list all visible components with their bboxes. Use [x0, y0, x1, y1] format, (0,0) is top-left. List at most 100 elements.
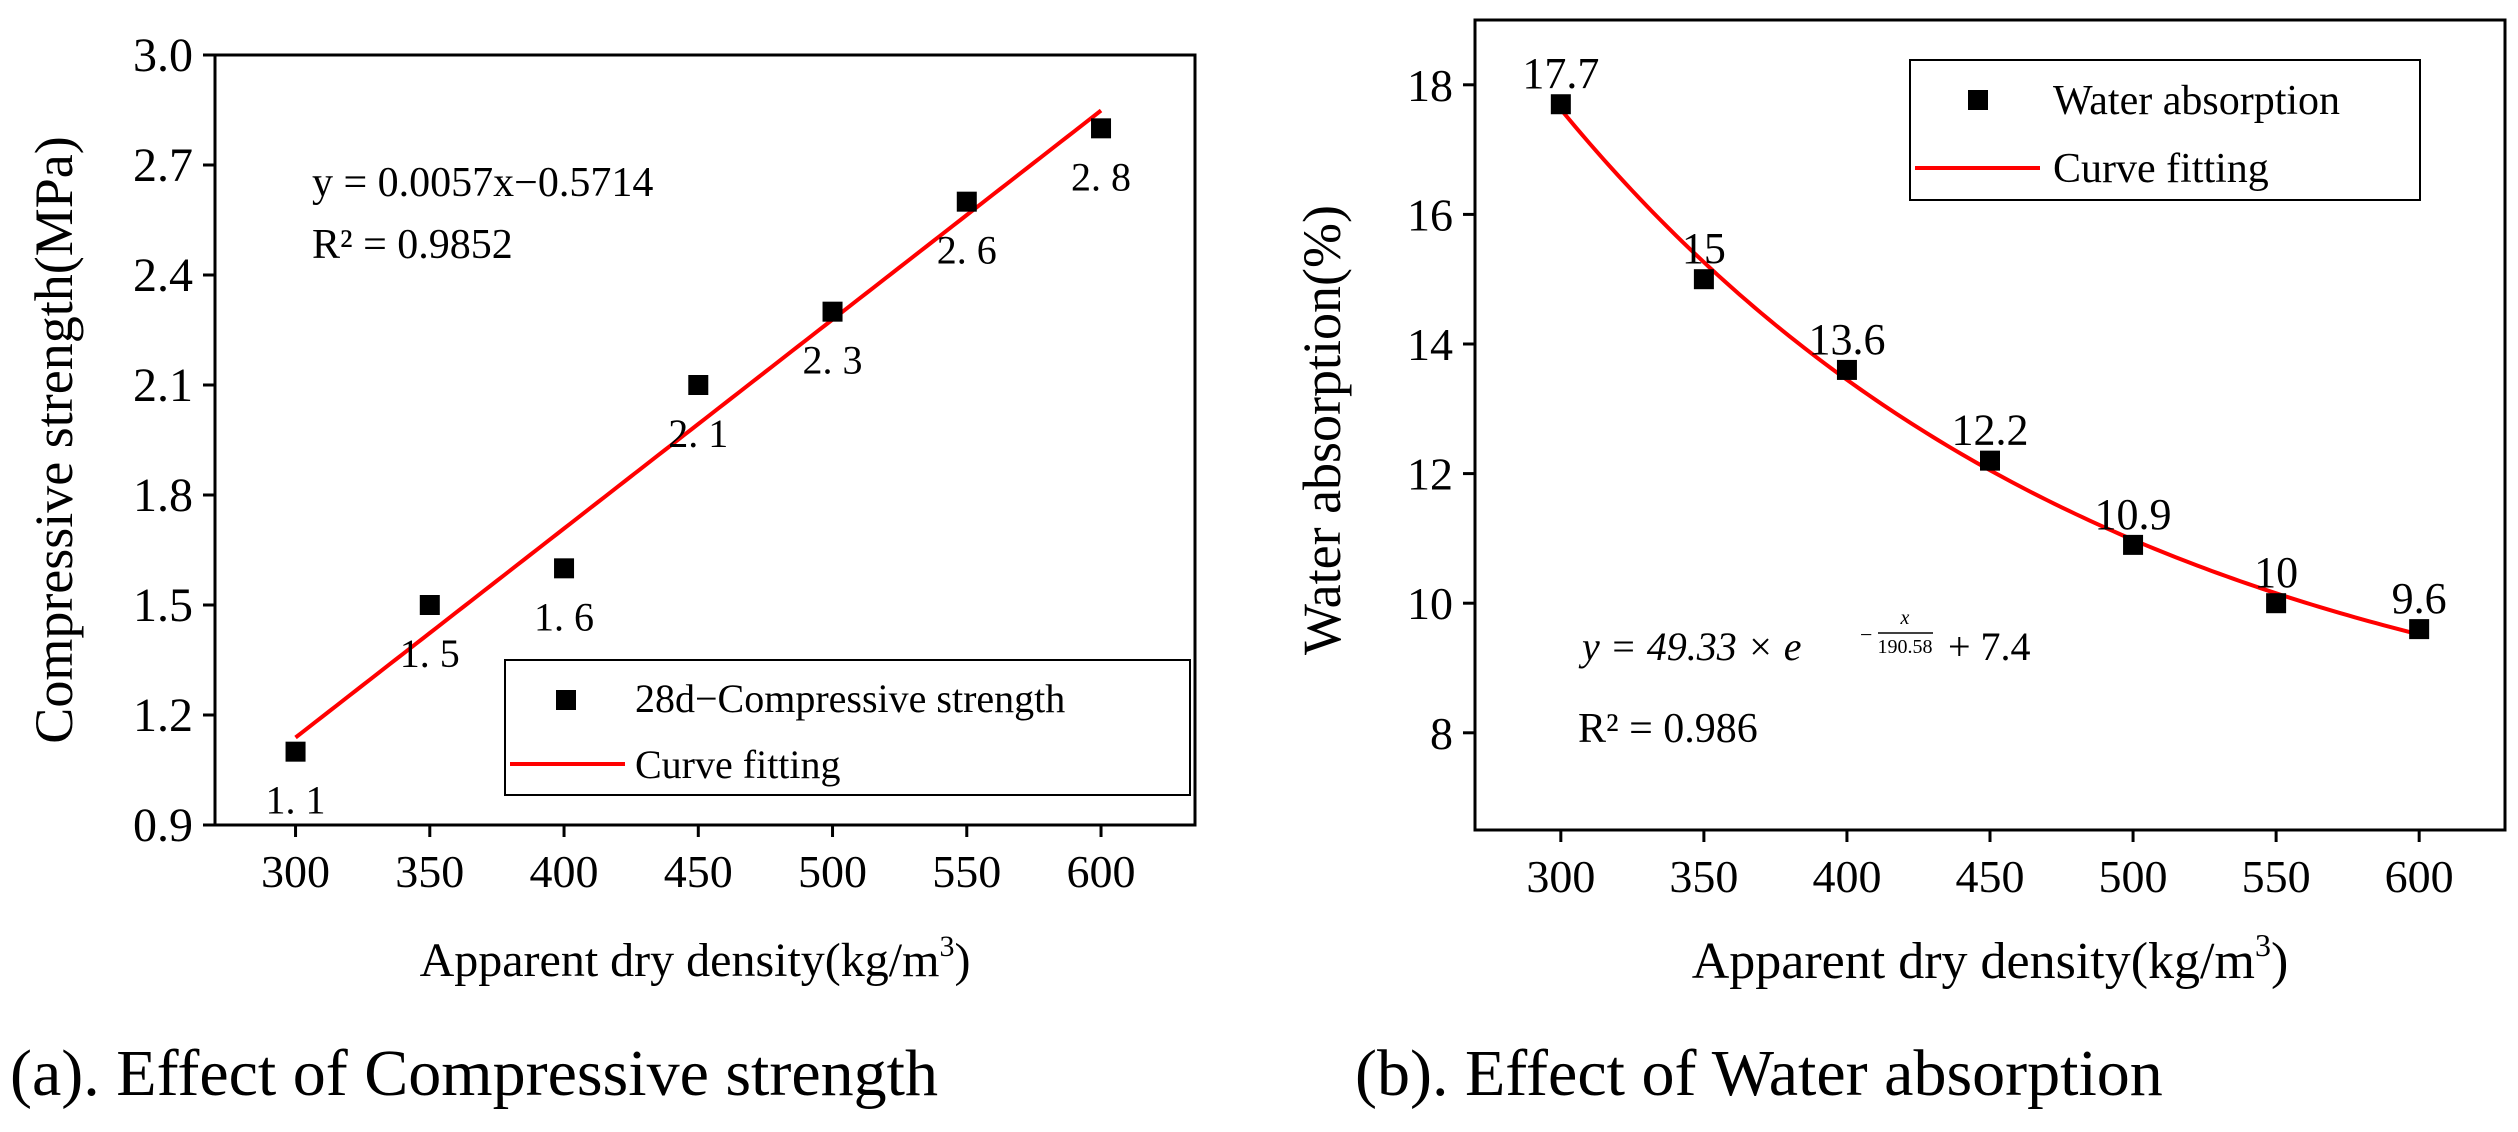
panel-b-water-absorption: 300 350 400 450 500 550 600 8 10 12 14 16 18 17.7 15… [1292, 18, 2507, 1110]
tick-marks [1463, 83, 2421, 842]
data-labels: 17.7 15 13.6 12.2 10.9 10 9.6 [1522, 49, 2446, 623]
x-axis-title-sup: 3 [2255, 927, 2271, 963]
equation-lhs: y = 49.33 × e [1578, 624, 1802, 669]
legend-label-fit: Curve fitting [2053, 146, 2269, 192]
r-squared-text: R² = 0.9852 [312, 222, 513, 268]
data-point [1980, 450, 2000, 471]
x-tick-label: 400 [1812, 851, 1881, 902]
fit-curve [294, 108, 1103, 740]
data-label: 1. 6 [534, 594, 594, 639]
legend-box [1909, 59, 2421, 201]
x-tick-label: 550 [2242, 851, 2311, 902]
data-point [285, 741, 306, 762]
y-tick-label: 0.9 [133, 799, 193, 852]
legend: 28d−Compressive strength Curve fitting [504, 659, 1191, 796]
data-label: 17.7 [1522, 49, 1599, 98]
data-label: 2. 3 [803, 338, 863, 383]
legend-label-fit: Curve fitting [635, 742, 841, 787]
panel-a-compressive-strength: 300 350 400 450 500 550 600 0.9 1.2 1.5 1.8 2.1 2.4… [10, 29, 1197, 1110]
legend-box [504, 659, 1191, 796]
data-label: 10 [2254, 548, 2298, 597]
x-tick-labels: 300 350 400 450 500 550 600 [1526, 851, 2453, 902]
x-tick-label: 500 [2099, 851, 2168, 902]
data-label: 2. 1 [668, 411, 728, 456]
equation: y = 49.33 × e − x 190.58 + 7.4 [1578, 607, 2031, 669]
x-tick-label: 600 [2385, 851, 2454, 902]
data-point [1693, 269, 1714, 290]
data-point [956, 191, 977, 212]
x-tick-label: 600 [1067, 846, 1136, 897]
x-tick-label: 550 [932, 846, 1001, 897]
equation-tail: + 7.4 [1948, 624, 2031, 669]
data-label: 15 [1682, 224, 1726, 273]
x-tick-label: 350 [1669, 851, 1738, 902]
y-tick-label: 1.5 [133, 579, 193, 632]
y-tick-label: 8 [1430, 708, 1453, 759]
panel-b-caption: (b). Effect of Water absorption [1355, 1037, 2163, 1110]
x-axis-title-close: ) [2271, 933, 2288, 990]
data-point [2266, 593, 2287, 614]
y-tick-label: 1.8 [133, 469, 193, 522]
data-label: 1. 5 [400, 631, 460, 676]
data-label: 2. 8 [1071, 154, 1131, 199]
legend: Water absorption Curve fitting [1909, 59, 2421, 201]
x-axis-title: Apparent dry density(kg/m3) [1692, 927, 2289, 990]
y-tick-label: 2.4 [133, 249, 193, 302]
plot-frame [213, 53, 1197, 827]
data-label: 2. 6 [937, 228, 997, 273]
y-axis-title: Compressive strength(MPa) [24, 136, 84, 743]
tick-marks [203, 53, 1103, 837]
r-squared-text: R² = 0.986 [1578, 706, 1758, 752]
data-points [1550, 94, 2430, 640]
y-tick-labels: 8 10 12 14 16 18 [1407, 60, 1453, 759]
y-tick-label: 2.1 [133, 359, 193, 412]
y-tick-label: 2.7 [133, 139, 193, 192]
y-tick-label: 16 [1407, 189, 1453, 240]
legend-label-points: 28d−Compressive strength [635, 676, 1065, 721]
x-axis-title-sup: 3 [939, 930, 954, 963]
data-point [822, 301, 843, 322]
exponent-minus: − [1860, 622, 1872, 647]
data-label: 13.6 [1808, 315, 1885, 364]
legend-marker-points [1968, 90, 1988, 110]
y-axis-title: Water absorption(%) [1292, 205, 1352, 655]
equation-text: y = 0.0057x−0.5714 [312, 160, 653, 206]
data-point [688, 375, 709, 395]
x-tick-label: 350 [395, 846, 464, 897]
data-label: 10.9 [2095, 490, 2172, 539]
y-tick-label: 14 [1407, 319, 1453, 370]
y-tick-label: 1.2 [133, 689, 193, 742]
exponent-denominator: 190.58 [1878, 636, 1933, 658]
data-point [2123, 534, 2144, 555]
x-tick-label: 450 [664, 846, 733, 897]
data-labels: 1. 1 1. 5 1. 6 2. 1 2. 3 2. 6 2. 8 [266, 154, 1131, 822]
legend-marker-points [556, 690, 576, 710]
legend-label-points: Water absorption [2053, 78, 2340, 124]
x-tick-label: 300 [1526, 851, 1595, 902]
fit-line-group [294, 108, 1103, 740]
x-axis-title-main: Apparent dry density(kg/m [420, 934, 940, 987]
x-tick-label: 500 [798, 846, 867, 897]
x-axis-title-close: ) [954, 934, 970, 987]
y-tick-label: 12 [1407, 449, 1453, 500]
data-point [2409, 619, 2430, 640]
data-label: 1. 1 [266, 778, 326, 823]
y-tick-label: 3.0 [133, 29, 193, 82]
x-tick-label: 300 [261, 846, 330, 897]
y-tick-labels: 0.9 1.2 1.5 1.8 2.1 2.4 2.7 3.0 [133, 29, 193, 852]
data-point [1836, 359, 1857, 380]
x-tick-label: 400 [530, 846, 599, 897]
y-tick-label: 18 [1407, 60, 1453, 111]
x-tick-labels: 300 350 400 450 500 550 600 [261, 846, 1135, 897]
data-label: 9.6 [2392, 574, 2447, 623]
x-axis-title: Apparent dry density(kg/m3) [420, 930, 971, 987]
data-label: 12.2 [1952, 406, 2029, 455]
data-point [1550, 94, 1571, 115]
exponent-numerator: x [1900, 607, 1910, 629]
data-point [554, 558, 575, 579]
y-tick-label: 10 [1407, 578, 1453, 629]
x-tick-label: 450 [1956, 851, 2025, 902]
x-axis-title-main: Apparent dry density(kg/m [1692, 933, 2255, 990]
data-points [285, 118, 1112, 762]
